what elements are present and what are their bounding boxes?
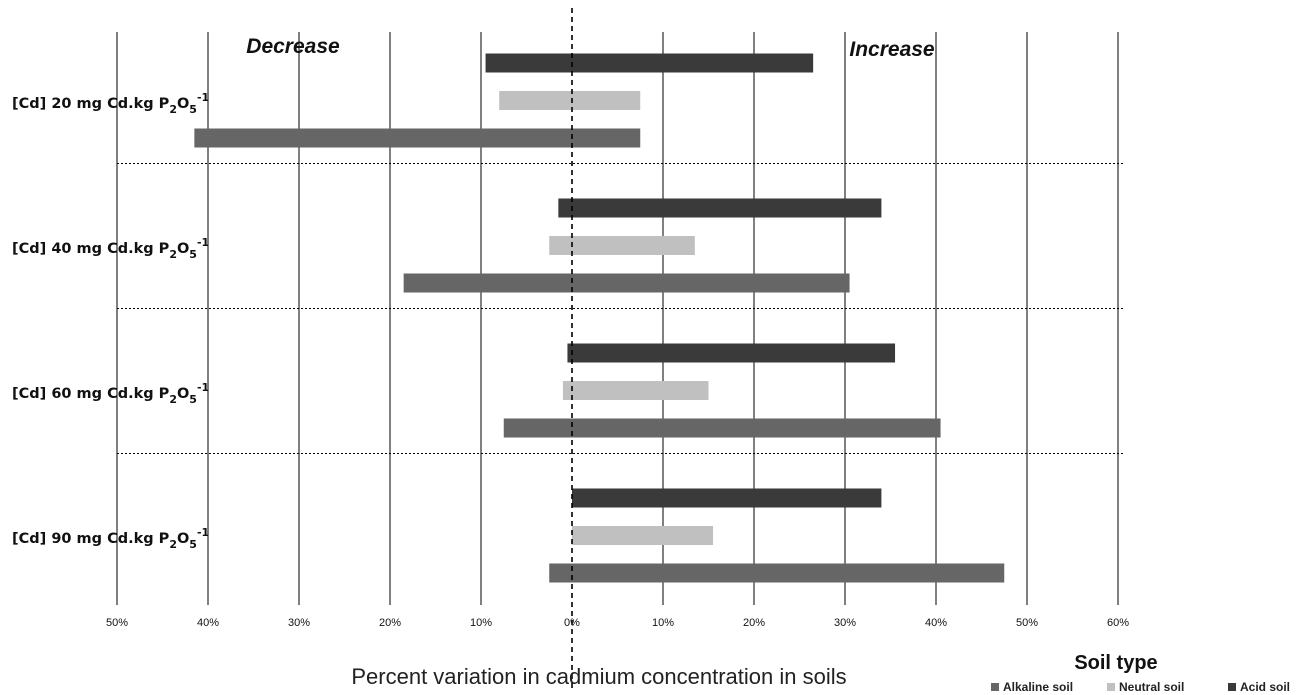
category-label: [Cd] 40 mg Cd.kg P2O5-1	[12, 236, 209, 261]
bars	[194, 53, 1005, 583]
increase-annotation: Increase	[849, 38, 935, 61]
legend-title: Soil type	[1074, 652, 1157, 674]
bar-acid-soil	[485, 53, 814, 73]
gridlines	[116, 32, 1119, 605]
x-tick-label: 40%	[925, 617, 947, 629]
decrease-annotation: Decrease	[246, 35, 340, 58]
bar-neutral-soil	[562, 381, 709, 400]
bar-acid-soil	[572, 488, 882, 508]
x-tick-label: 20%	[743, 617, 765, 629]
x-axis-label: Percent variation in cadmium concentrati…	[351, 664, 846, 689]
bar-acid-soil	[567, 343, 896, 363]
legend-label: Acid soil	[1240, 680, 1290, 694]
legend: Soil type Alkaline soil Neutral soil Acid …	[991, 652, 1290, 694]
bar-neutral-soil	[572, 526, 714, 545]
legend-label: Neutral soil	[1119, 680, 1184, 694]
legend-label: Alkaline soil	[1003, 680, 1073, 694]
bar-alkaline-soil	[194, 128, 641, 148]
x-tick-label: 50%	[1016, 617, 1038, 629]
x-tick-label: 10%	[652, 617, 674, 629]
bar-alkaline-soil	[503, 418, 941, 438]
category-labels: [Cd] 20 mg Cd.kg P2O5-1 [Cd] 40 mg Cd.kg …	[12, 91, 209, 551]
bar-alkaline-soil	[549, 563, 1005, 583]
x-tick-label: 60%	[1107, 617, 1129, 629]
legend-swatch	[1228, 683, 1236, 691]
x-tick-label: 20%	[379, 617, 401, 629]
bar-alkaline-soil	[403, 273, 850, 293]
category-label: [Cd] 60 mg Cd.kg P2O5-1	[12, 381, 209, 406]
bar-neutral-soil	[499, 91, 641, 110]
category-label: [Cd] 20 mg Cd.kg P2O5-1	[12, 91, 209, 116]
tick-labels: 50% 40% 30% 20% 10% 0% 10% 20% 30% 40% 50% 60%	[106, 617, 1129, 629]
x-tick-label: 0%	[564, 617, 580, 629]
legend-swatch	[1107, 683, 1115, 691]
bar-neutral-soil	[549, 236, 695, 255]
legend-swatch	[991, 683, 999, 691]
x-tick-label: 50%	[106, 617, 128, 629]
x-tick-label: 40%	[197, 617, 219, 629]
x-tick-label: 30%	[288, 617, 310, 629]
category-label: [Cd] 90 mg Cd.kg P2O5-1	[12, 526, 209, 551]
bar-acid-soil	[558, 198, 882, 218]
x-tick-label: 30%	[834, 617, 856, 629]
x-tick-label: 10%	[470, 617, 492, 629]
